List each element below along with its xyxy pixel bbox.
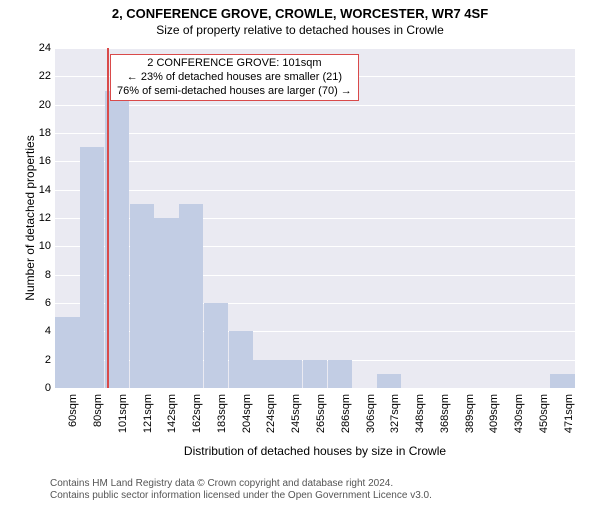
bar — [229, 331, 253, 388]
grid-line — [55, 48, 575, 49]
x-tick-label: 80sqm — [92, 394, 104, 444]
annot-line-3: 76% of semi-detached houses are larger (… — [117, 85, 352, 99]
footer-attribution: Contains HM Land Registry data © Crown c… — [50, 478, 432, 502]
bar — [204, 303, 228, 388]
x-tick-label: 409sqm — [488, 394, 500, 444]
annot-line-1: 2 CONFERENCE GROVE: 101sqm — [117, 57, 352, 71]
x-tick-label: 265sqm — [315, 394, 327, 444]
y-tick-label: 22 — [0, 70, 51, 82]
x-tick-label: 162sqm — [191, 394, 203, 444]
x-axis-label: Distribution of detached houses by size … — [55, 444, 575, 458]
x-tick-label: 60sqm — [67, 394, 79, 444]
bar — [179, 204, 203, 388]
y-tick-label: 20 — [0, 99, 51, 111]
grid-line — [55, 161, 575, 162]
x-tick-label: 306sqm — [365, 394, 377, 444]
x-tick-label: 389sqm — [464, 394, 476, 444]
x-tick-label: 450sqm — [538, 394, 550, 444]
grid-line — [55, 133, 575, 134]
bar — [154, 218, 178, 388]
x-tick-label: 101sqm — [117, 394, 129, 444]
y-tick-label: 2 — [0, 354, 51, 366]
x-tick-label: 142sqm — [166, 394, 178, 444]
x-tick-label: 183sqm — [216, 394, 228, 444]
chart-title: 2, CONFERENCE GROVE, CROWLE, WORCESTER, … — [0, 6, 600, 21]
x-tick-label: 368sqm — [439, 394, 451, 444]
x-tick-label: 348sqm — [414, 394, 426, 444]
chart-subtitle: Size of property relative to detached ho… — [0, 23, 600, 37]
footer-line-1: Contains HM Land Registry data © Crown c… — [50, 478, 432, 490]
bar — [55, 317, 79, 388]
grid-line — [55, 105, 575, 106]
grid-line — [55, 190, 575, 191]
x-tick-label: 121sqm — [142, 394, 154, 444]
annotation-box: 2 CONFERENCE GROVE: 101sqm ← 23% of deta… — [110, 54, 359, 101]
x-tick-label: 286sqm — [340, 394, 352, 444]
bar — [303, 360, 327, 388]
marker-line — [107, 48, 109, 388]
bar — [550, 374, 574, 388]
bar — [253, 360, 277, 388]
y-tick-label: 24 — [0, 42, 51, 54]
y-axis-label: Number of detached properties — [23, 118, 37, 318]
x-tick-label: 224sqm — [265, 394, 277, 444]
x-tick-label: 245sqm — [290, 394, 302, 444]
x-tick-label: 327sqm — [389, 394, 401, 444]
chart-container: 2, CONFERENCE GROVE, CROWLE, WORCESTER, … — [0, 6, 600, 506]
footer-line-2: Contains public sector information licen… — [50, 490, 432, 502]
y-tick-label: 0 — [0, 382, 51, 394]
bar — [377, 374, 401, 388]
x-tick-label: 471sqm — [563, 394, 575, 444]
grid-line — [55, 388, 575, 389]
x-tick-label: 204sqm — [241, 394, 253, 444]
y-tick-label: 4 — [0, 325, 51, 337]
bar — [80, 147, 104, 388]
bar — [278, 360, 302, 388]
bar — [328, 360, 352, 388]
x-tick-label: 430sqm — [513, 394, 525, 444]
annot-line-2: ← 23% of detached houses are smaller (21… — [117, 71, 352, 85]
bar — [130, 204, 154, 388]
